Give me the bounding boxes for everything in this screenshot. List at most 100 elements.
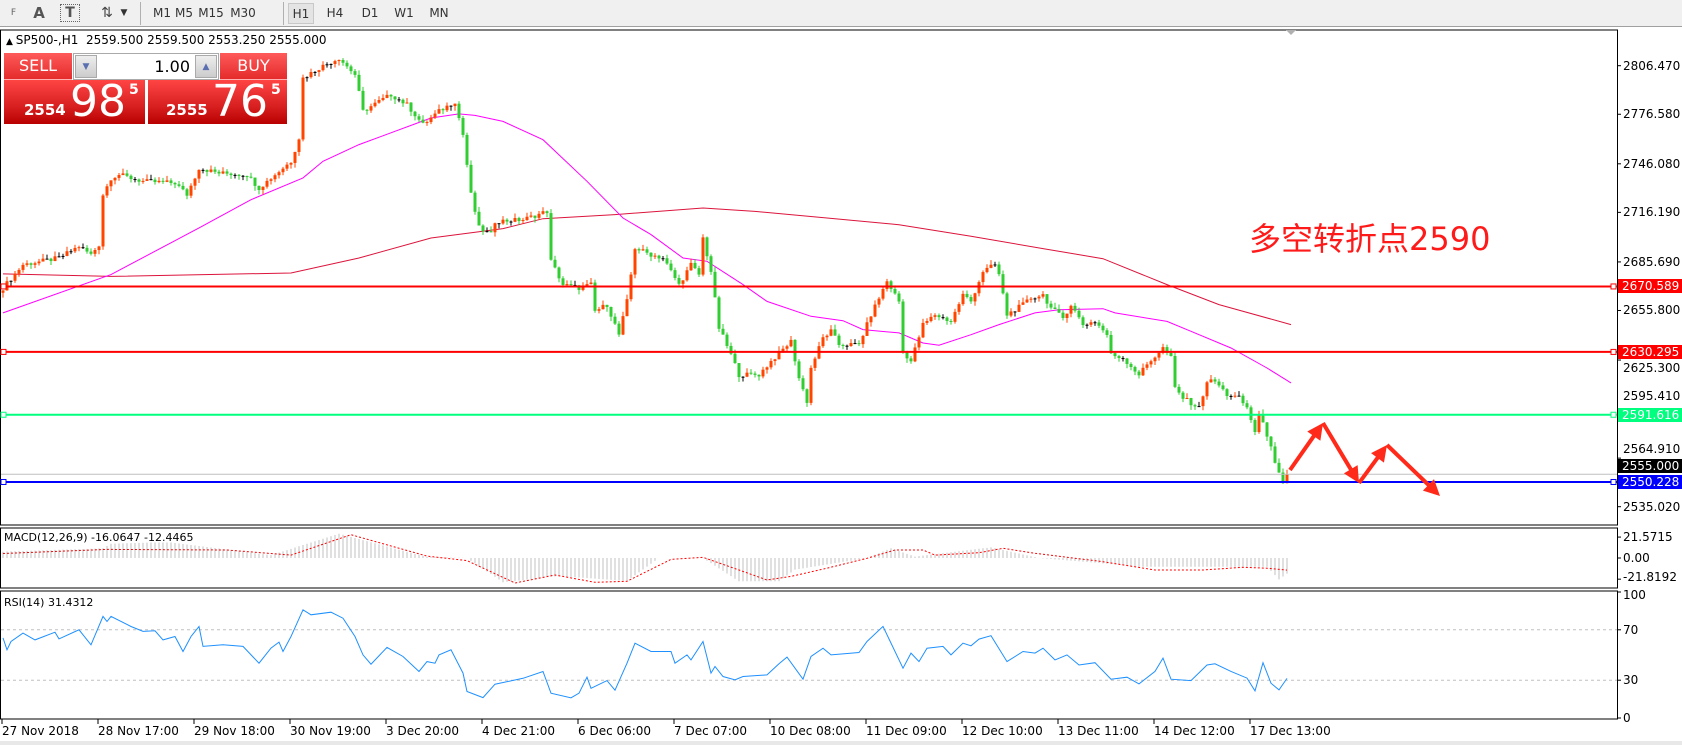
candle-body [301, 77, 305, 140]
candle-body [1101, 325, 1105, 331]
chart-shift-icon: ▲ [6, 37, 16, 47]
fibo-tool-icon[interactable]: F [2, 3, 24, 24]
candle-body [73, 247, 77, 252]
candle-body [405, 102, 409, 104]
candle-body [737, 363, 741, 378]
timeframe-h1[interactable]: H1 [288, 3, 314, 24]
candle-body [921, 322, 925, 338]
ma-fast-line [2, 113, 1292, 384]
candle-body [1181, 392, 1185, 399]
candle-body [897, 293, 901, 302]
timeframe-h4[interactable]: H4 [326, 6, 344, 20]
status-strip [0, 741, 1682, 745]
candle-body [361, 90, 365, 110]
timeframe-d1[interactable]: D1 [361, 6, 379, 20]
candle-body [953, 311, 957, 322]
sell-button[interactable]: SELL [4, 53, 72, 80]
candle-body [177, 184, 181, 186]
candle-body [1221, 385, 1225, 390]
candle-body [1169, 352, 1173, 356]
candle-body [229, 173, 233, 176]
candle-body [605, 304, 609, 307]
buy-price[interactable]: 2555 76 5 [148, 76, 287, 127]
sell-price[interactable]: 2554 98 5 [4, 76, 145, 127]
buy-price-prefix: 2555 [166, 101, 208, 119]
candle-body [65, 251, 69, 256]
lot-input[interactable] [98, 54, 194, 79]
candle-body [441, 109, 445, 111]
annotation-text: 多空转折点2590 [1249, 220, 1491, 258]
buy-button[interactable]: BUY [220, 53, 287, 80]
candle-body [1009, 311, 1013, 316]
candle-body [785, 346, 789, 349]
timeframe-w1[interactable]: W1 [394, 6, 414, 20]
candle-body [89, 251, 93, 254]
candle-body [1177, 386, 1181, 393]
candle-body [1065, 313, 1069, 319]
candle-body [733, 353, 737, 364]
candle-body [105, 186, 109, 196]
timeframe-m1[interactable]: M1 [153, 6, 171, 20]
level-price-tag: 2670.589 [1618, 279, 1682, 294]
candle-body [13, 273, 17, 281]
timeframe-m5[interactable]: M5 [175, 6, 193, 20]
candle-body [761, 369, 765, 377]
candle-body [1061, 312, 1065, 319]
candle-body [193, 178, 197, 186]
time-label: 27 Nov 2018 [2, 724, 79, 738]
time-label: 11 Dec 09:00 [866, 724, 947, 738]
candle-body [697, 268, 701, 275]
candle-body [81, 247, 85, 249]
candle-body [925, 321, 929, 323]
macd-label: MACD(12,26,9) -16.0647 -12.4465 [4, 531, 194, 544]
candle-body [1097, 322, 1101, 326]
timeframe-m30[interactable]: M30 [230, 6, 256, 20]
candle-body [265, 180, 269, 187]
rsi-label: RSI(14) 31.4312 [4, 596, 94, 609]
text-tool-icon[interactable]: A [33, 4, 45, 22]
candle-body [1, 290, 5, 293]
candle-body [853, 343, 857, 345]
timeframe-mn[interactable]: MN [429, 6, 449, 20]
candle-body [53, 256, 57, 262]
timeframe-m15[interactable]: M15 [198, 6, 224, 20]
candle-body [1129, 363, 1133, 368]
candle-body [281, 168, 285, 173]
fibo-label: F [10, 8, 16, 18]
candle-body [29, 263, 33, 265]
price-tick: 2685.690 [1623, 254, 1681, 269]
lot-increase-button[interactable]: ▲ [195, 55, 217, 78]
candle-body [777, 351, 781, 360]
candle-body [489, 231, 493, 233]
candle-body [765, 367, 769, 370]
candle-body [189, 185, 193, 196]
candle-body [273, 175, 277, 180]
candle-body [1173, 355, 1177, 387]
rsi-tick: 30 [1623, 673, 1639, 688]
candle-body [1029, 298, 1033, 300]
text-label-tool-icon[interactable]: T [60, 4, 80, 22]
candle-body [1045, 294, 1049, 304]
candle-body [101, 195, 105, 247]
arrows-tool-icon[interactable]: ⇅ [101, 5, 113, 21]
price-tick: 2655.800 [1623, 303, 1681, 318]
chevron-down-icon[interactable]: ▼ [120, 8, 128, 18]
candle-body [509, 221, 513, 223]
level-handle [1610, 348, 1617, 355]
candle-body [725, 334, 729, 346]
time-label: 3 Dec 20:00 [386, 724, 460, 738]
candle-body [33, 263, 37, 265]
candle-body [849, 343, 853, 346]
candle-body [409, 102, 413, 112]
sell-price-pips: 98 [70, 76, 126, 127]
candle-body [349, 66, 353, 72]
candle-body [1093, 322, 1097, 324]
lot-decrease-button[interactable]: ▼ [75, 55, 97, 78]
candle-body [249, 176, 253, 178]
rsi-tick: 100 [1623, 588, 1646, 602]
candle-body [117, 175, 121, 178]
candle-body [1233, 395, 1237, 397]
candle-body [565, 284, 569, 286]
candle-body [1145, 364, 1149, 368]
